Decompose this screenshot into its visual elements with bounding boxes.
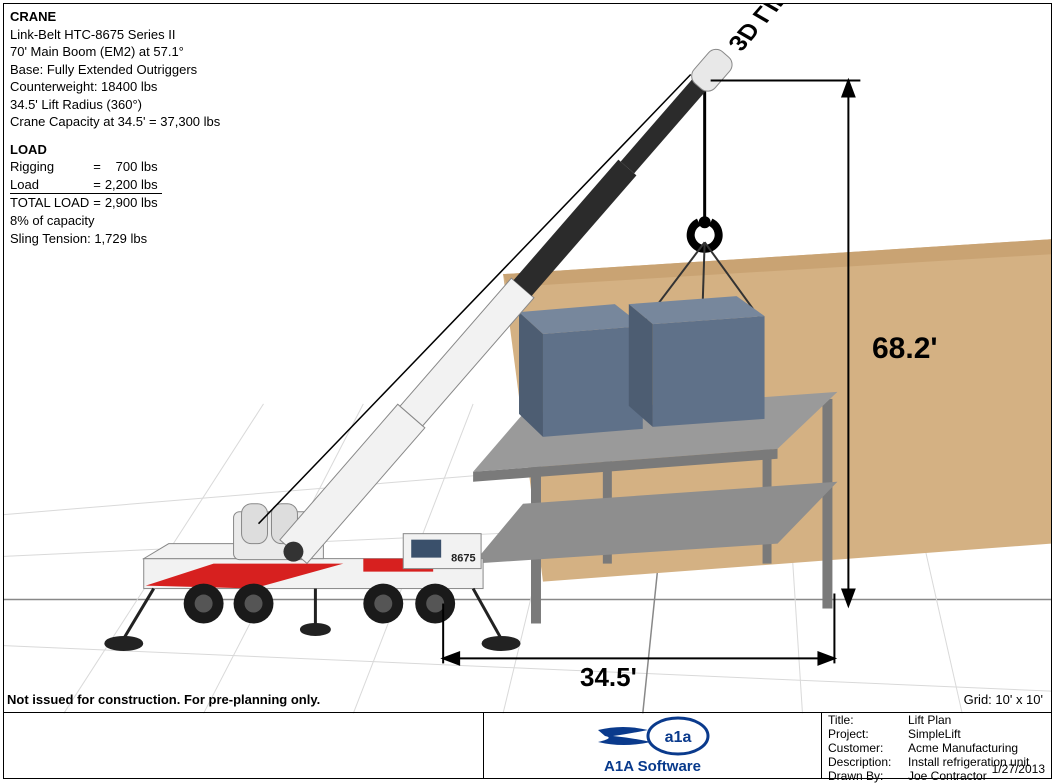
logo: a1a A1A Software — [484, 713, 822, 778]
grid-label: Grid: 10' x 10' — [964, 692, 1043, 707]
tb-customer-label: Customer: — [828, 741, 908, 755]
tb-drawn-label: Drawn By: — [828, 769, 908, 783]
titleblock: a1a A1A Software Title:Lift Plan Project… — [4, 712, 1051, 778]
crane-line: Link-Belt HTC-8675 Series II — [10, 26, 220, 44]
dim-height-label: 68.2' — [872, 332, 938, 366]
boom-label: 3D LIFT PLAN — [723, 4, 849, 57]
crane-line: 34.5' Lift Radius (360°) — [10, 96, 220, 114]
logo-icon: a1a — [593, 716, 713, 756]
dim-radius — [443, 594, 834, 665]
tb-customer: Acme Manufacturing — [908, 741, 1018, 755]
crane-line: Counterweight: 18400 lbs — [10, 78, 220, 96]
tb-desc-label: Description: — [828, 755, 908, 769]
crane-line: Crane Capacity at 34.5' = 37,300 lbs — [10, 113, 220, 131]
svg-text:a1a: a1a — [664, 729, 691, 746]
crane-line: Base: Fully Extended Outriggers — [10, 61, 220, 79]
crane-heading: CRANE — [10, 8, 220, 26]
tb-project-label: Project: — [828, 727, 908, 741]
tb-title-label: Title: — [828, 713, 908, 727]
tb-drawn: Joe Contractor — [908, 769, 987, 783]
tb-title: Lift Plan — [908, 713, 951, 727]
tb-date: 1/27/2013 — [992, 762, 1045, 776]
tb-project: SimpleLift — [908, 727, 961, 741]
info-block: CRANE Link-Belt HTC-8675 Series II 70' M… — [10, 8, 220, 247]
logo-text: A1A Software — [604, 758, 701, 775]
load-extra: Sling Tension: 1,729 lbs — [10, 230, 220, 248]
dim-radius-label: 34.5' — [580, 662, 637, 693]
load-heading: LOAD — [10, 141, 220, 159]
load-box-rest — [519, 304, 643, 437]
disclaimer: Not issued for construction. For pre-pla… — [7, 692, 320, 707]
crane-line: 70' Main Boom (EM2) at 57.1° — [10, 43, 220, 61]
load-table: Rigging=700 lbs Load=2,200 lbs TOTAL LOA… — [10, 158, 162, 212]
load-extra: 8% of capacity — [10, 212, 220, 230]
load-box-lift — [629, 296, 765, 427]
truck-model-label: 8675 — [451, 553, 475, 565]
